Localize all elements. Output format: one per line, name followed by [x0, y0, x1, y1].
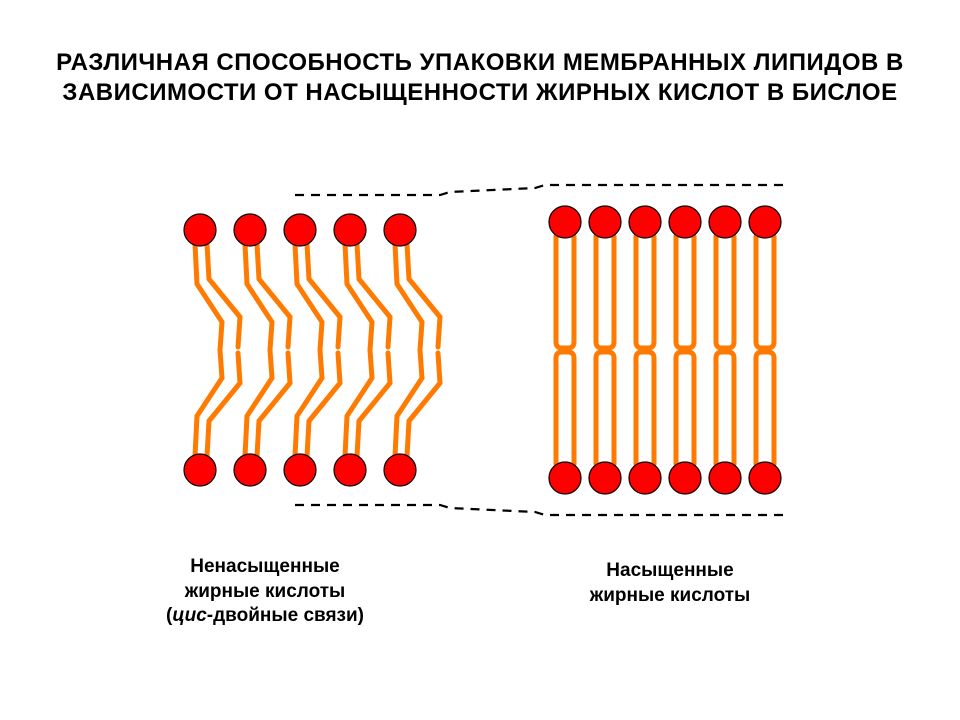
caption-saturated: Насыщенные жирные кислоты: [540, 559, 800, 608]
lipid-tail: [716, 352, 734, 464]
lipid-tail: [636, 236, 654, 348]
caption-text: жирные кислоты: [590, 585, 751, 606]
lipid-head: [589, 462, 621, 494]
lipid-head: [549, 462, 581, 494]
lipid-tail: [676, 352, 694, 464]
lipid-head: [589, 206, 621, 238]
lipid-head: [384, 454, 416, 486]
lipid-tail: [556, 236, 574, 348]
lipid-head: [749, 206, 781, 238]
lipid-head: [709, 206, 741, 238]
lipid-tail: [596, 236, 614, 348]
page: РАЗЛИЧНАЯ СПОСОБНОСТЬ УПАКОВКИ МЕМБРАННЫ…: [0, 0, 960, 720]
lipid-head: [334, 214, 366, 246]
lipid-tail: [596, 352, 614, 464]
caption-unsaturated: Ненасыщенные жирные кислоты (цис-двойные…: [120, 555, 410, 629]
lipid-tail: [556, 352, 574, 464]
lipid-tail: [756, 352, 774, 464]
lipid-head: [334, 454, 366, 486]
lipid-head: [184, 214, 216, 246]
lipid-tail: [716, 236, 734, 348]
lipid-head: [284, 214, 316, 246]
lipid-tail: [636, 352, 654, 464]
lipid-head: [629, 462, 661, 494]
lipid-head: [284, 454, 316, 486]
lipid-head: [669, 462, 701, 494]
lipid-head: [629, 206, 661, 238]
caption-text: -двойные связи): [207, 605, 364, 626]
lipid-head: [234, 454, 266, 486]
caption-text: Ненасыщенные: [190, 556, 339, 577]
caption-text: Насыщенные: [606, 560, 733, 581]
lipid-head: [384, 214, 416, 246]
lipid-head: [749, 462, 781, 494]
lipid-tail: [756, 236, 774, 348]
lipid-head: [709, 462, 741, 494]
lipid-head: [549, 206, 581, 238]
caption-text-italic: цис: [172, 605, 206, 626]
lipid-head: [184, 454, 216, 486]
lipid-head: [234, 214, 266, 246]
boundary-bottom: [295, 505, 790, 515]
boundary-top: [295, 185, 790, 195]
lipid-tail: [676, 236, 694, 348]
lipid-head: [669, 206, 701, 238]
caption-text: жирные кислоты: [185, 581, 346, 602]
